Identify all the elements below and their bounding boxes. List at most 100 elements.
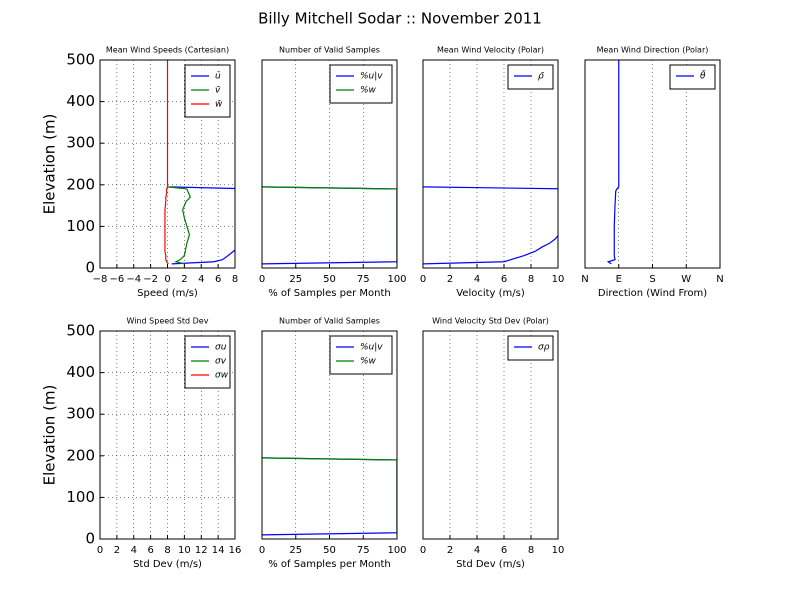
axes-frame [422, 59, 559, 269]
x-tick-label: N [581, 274, 588, 285]
panel-title: Mean Wind Direction (Polar) [597, 46, 709, 55]
y-axis-label: Elevation (m) [41, 114, 59, 215]
x-tick-label: 4 [474, 274, 480, 285]
legend-box [184, 335, 231, 389]
x-axis-label: Velocity (m/s) [456, 288, 525, 299]
x-tick-label: 100 [387, 274, 406, 285]
y-tick-label: 0 [85, 530, 95, 548]
x-tick-label: 100 [387, 545, 406, 556]
x-tick-label: 10 [552, 545, 565, 556]
legend-label: w̄ [215, 100, 223, 110]
legend-box [507, 335, 554, 361]
legend-label: %u|v [360, 72, 383, 82]
legend-label: %w [360, 357, 377, 367]
x-tick-label: N [716, 274, 723, 285]
axes-frame [99, 330, 236, 540]
series-line [167, 186, 191, 265]
y-tick-label: 0 [85, 259, 95, 277]
x-tick-label: 10 [552, 274, 565, 285]
y-tick-label: 200 [66, 446, 95, 464]
panel-title: Mean Wind Velocity (Polar) [437, 46, 544, 55]
x-tick-label: 25 [289, 274, 302, 285]
series-line [169, 186, 235, 265]
x-tick-label: 8 [528, 274, 534, 285]
x-tick-label: 50 [323, 274, 336, 285]
y-tick-label: 400 [66, 92, 95, 110]
x-tick-label: −6 [110, 274, 125, 285]
axes-frame [422, 330, 559, 540]
legend-label: σv [215, 357, 227, 367]
legend-label: %u|v [360, 343, 383, 353]
x-tick-label: 0 [97, 545, 103, 556]
x-tick-label: 2 [447, 545, 453, 556]
x-axis-label: Speed (m/s) [137, 288, 198, 299]
y-tick-label: 500 [66, 322, 95, 340]
x-axis-label: % of Samples per Month [268, 288, 391, 299]
y-tick-label: 100 [66, 488, 95, 506]
y-tick-label: 200 [66, 175, 95, 193]
y-tick-label: 400 [66, 363, 95, 381]
x-tick-label: 25 [289, 545, 302, 556]
x-tick-label: 0 [420, 274, 426, 285]
x-tick-label: 0 [164, 274, 170, 285]
x-tick-label: −4 [126, 274, 141, 285]
legend-label: ρ̄ [538, 72, 545, 82]
y-tick-label: 300 [66, 405, 95, 423]
x-tick-label: 75 [357, 545, 370, 556]
x-tick-label: S [649, 274, 655, 285]
x-tick-label: 0 [259, 545, 265, 556]
x-tick-label: 6 [215, 274, 221, 285]
y-axis-label: Elevation (m) [41, 385, 59, 486]
x-tick-label: 8 [164, 545, 170, 556]
x-tick-label: 10 [178, 545, 191, 556]
x-tick-label: 0 [420, 545, 426, 556]
x-tick-label: E [616, 274, 622, 285]
axes-frame [584, 59, 721, 269]
x-axis-label: Std Dev (m/s) [456, 559, 525, 570]
axes-frame [261, 59, 398, 269]
legend-label: σw [215, 371, 229, 381]
x-tick-label: 4 [198, 274, 204, 285]
panel-title: Wind Speed Std Dev [127, 317, 209, 326]
x-tick-label: −8 [93, 274, 108, 285]
legend-box [507, 64, 554, 90]
x-axis-label: Direction (Wind From) [598, 288, 707, 299]
legend-label: σu [215, 343, 227, 353]
x-tick-label: 75 [357, 274, 370, 285]
x-tick-label: 2 [114, 545, 120, 556]
x-tick-label: 8 [528, 545, 534, 556]
x-tick-label: 6 [501, 274, 507, 285]
x-tick-label: 2 [181, 274, 187, 285]
axes-frame [99, 59, 236, 269]
x-axis-label: % of Samples per Month [268, 559, 391, 570]
legend-label: σρ [538, 343, 550, 353]
x-tick-label: 6 [501, 545, 507, 556]
legend-label: θ̄ [700, 70, 706, 82]
x-tick-label: 8 [232, 274, 238, 285]
legend-label: v̄ [215, 86, 221, 96]
legend-label: ū [215, 72, 221, 82]
panel-title: Mean Wind Speeds (Cartesian) [106, 46, 229, 55]
series-line [164, 60, 169, 265]
legend-box [329, 64, 393, 104]
x-tick-label: 0 [259, 274, 265, 285]
series-line [423, 186, 558, 265]
legend-box [329, 335, 393, 375]
legend-label: %w [360, 86, 377, 96]
x-tick-label: 2 [447, 274, 453, 285]
x-tick-label: 14 [212, 545, 225, 556]
x-tick-label: 4 [131, 545, 137, 556]
figure-title: Billy Mitchell Sodar :: November 2011 [258, 10, 542, 28]
legend-box [669, 64, 716, 90]
series-line [606, 60, 620, 265]
x-tick-label: 6 [147, 545, 153, 556]
x-tick-label: 12 [195, 545, 208, 556]
y-tick-label: 500 [66, 51, 95, 69]
x-tick-label: −2 [143, 274, 158, 285]
x-tick-label: 16 [229, 545, 242, 556]
panel-title: Number of Valid Samples [279, 46, 380, 55]
panel-title: Number of Valid Samples [279, 317, 380, 326]
y-tick-label: 300 [66, 134, 95, 152]
